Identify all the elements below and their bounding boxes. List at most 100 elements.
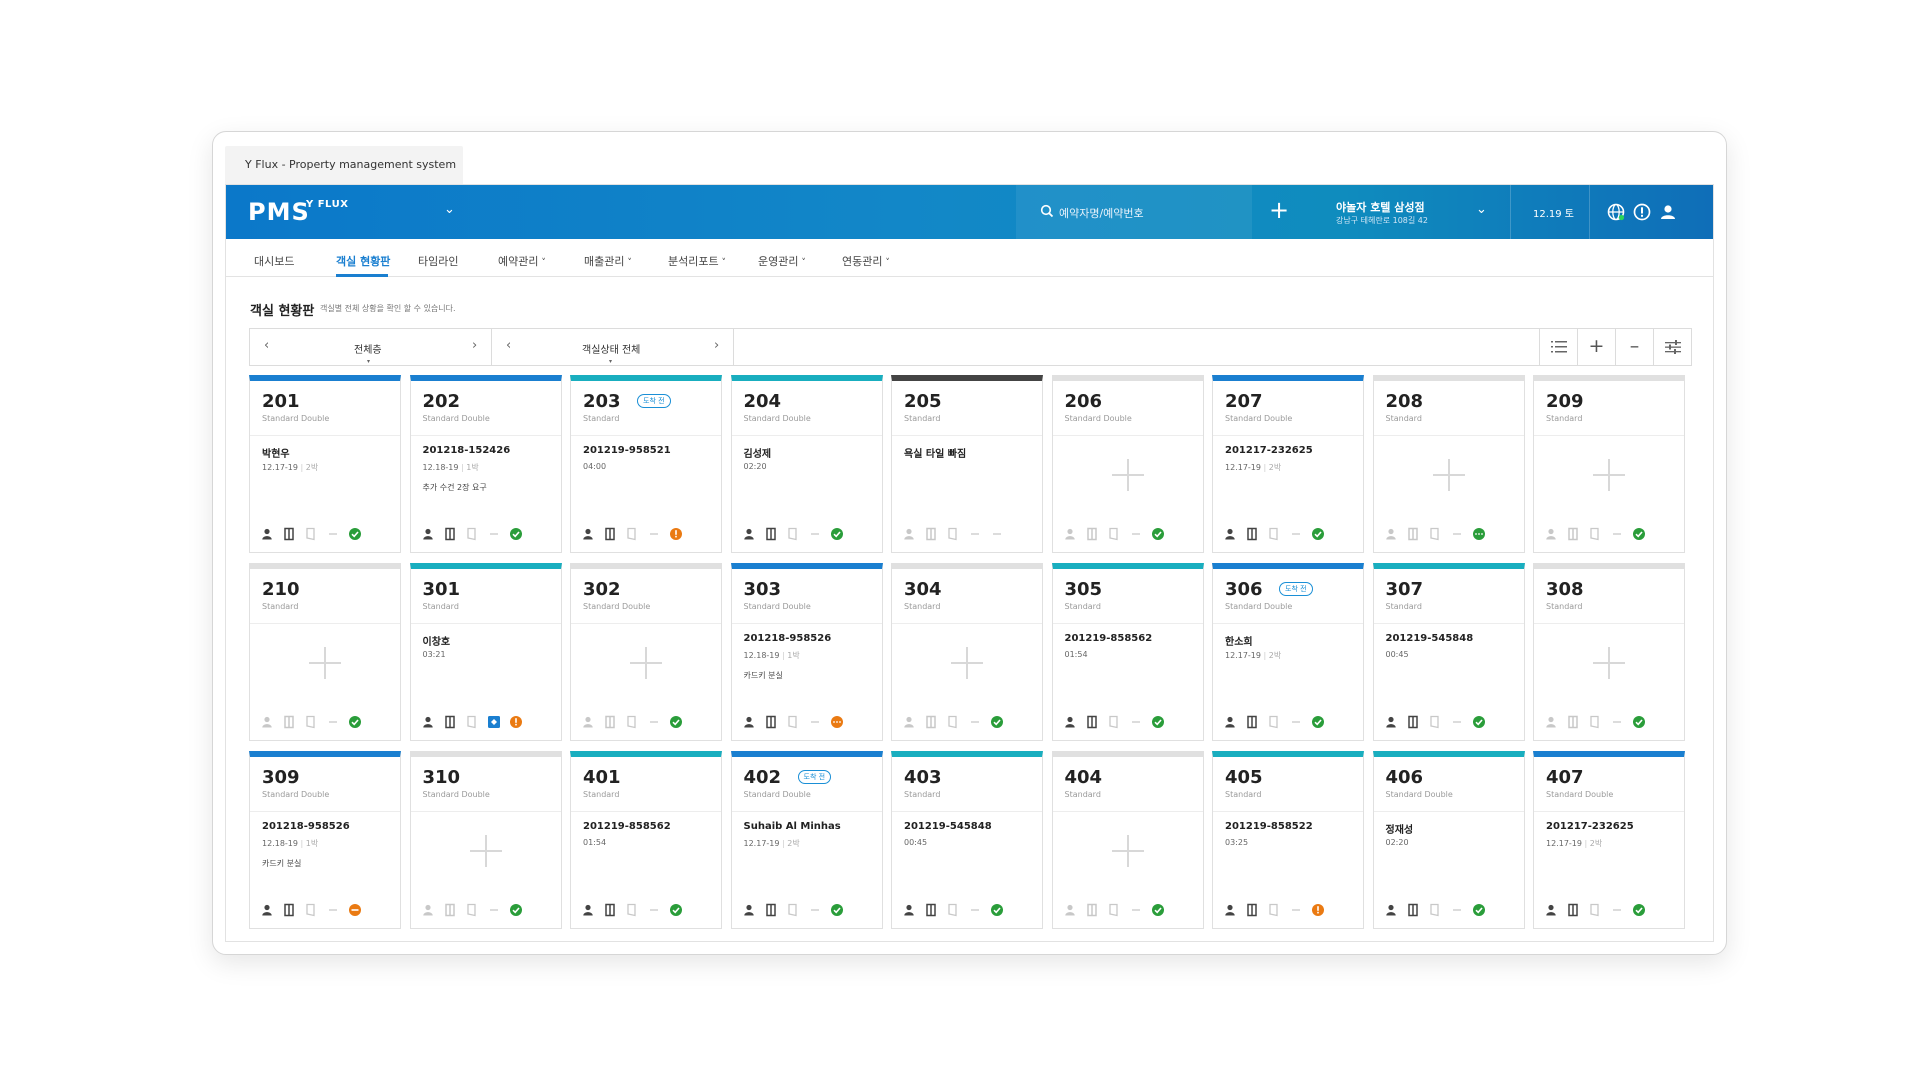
room-card-302[interactable]: 302 Standard Double	[570, 563, 722, 741]
alert-icon[interactable]	[1632, 202, 1652, 222]
door-icon[interactable]	[924, 527, 938, 541]
door-icon[interactable]	[1566, 715, 1580, 729]
dash-icon[interactable]	[808, 903, 822, 917]
dash-icon[interactable]	[487, 903, 501, 917]
door-icon[interactable]	[764, 903, 778, 917]
dash-icon[interactable]	[647, 527, 661, 541]
dash-icon[interactable]	[326, 903, 340, 917]
browser-tab[interactable]: Y Flux - Property management system	[225, 146, 463, 184]
room-card-310[interactable]: 310 Standard Double	[409, 751, 562, 929]
zoom-out-button[interactable]: –	[1615, 329, 1653, 365]
room-card-204[interactable]: 204 Standard Double 김성제 02:20	[730, 375, 883, 553]
floor-filter[interactable]: ‹ 전체층 ▾ ›	[250, 329, 492, 365]
guest-icon[interactable]	[1384, 715, 1398, 729]
status-ok-icon[interactable]	[669, 903, 683, 917]
room-card-210[interactable]: 210 Standard	[249, 563, 401, 741]
dash-icon[interactable]	[647, 903, 661, 917]
dash-icon[interactable]	[487, 527, 501, 541]
chevron-left-icon[interactable]: ‹	[506, 338, 512, 353]
door-icon[interactable]	[1085, 527, 1099, 541]
room-card-305[interactable]: 305 Standard 201219-858562 01:54	[1051, 563, 1204, 741]
door-open-icon[interactable]	[1107, 715, 1121, 729]
chevron-right-icon[interactable]: ›	[472, 338, 478, 353]
door-open-icon[interactable]	[1107, 527, 1121, 541]
door-icon[interactable]	[1566, 527, 1580, 541]
add-booking-plus-icon[interactable]	[628, 645, 664, 681]
status-ok-icon[interactable]	[1151, 903, 1165, 917]
guest-icon[interactable]	[1063, 715, 1077, 729]
nav-item-4[interactable]: 예약관리 ˅	[498, 253, 546, 269]
dash-icon[interactable]	[968, 903, 982, 917]
status-ok-icon[interactable]	[990, 715, 1004, 729]
status-warndash-icon[interactable]	[348, 903, 362, 917]
status-dots-icon[interactable]	[1472, 527, 1486, 541]
room-card-205[interactable]: 205 Standard 욕실 타일 빠짐	[891, 375, 1043, 553]
status-ok-icon[interactable]	[1632, 715, 1646, 729]
status-ok-icon[interactable]	[830, 527, 844, 541]
guest-icon[interactable]	[421, 715, 435, 729]
guest-icon[interactable]	[742, 903, 756, 917]
room-card-401[interactable]: 401 Standard 201219-858562 01:54	[570, 751, 722, 929]
room-card-208[interactable]: 208 Standard	[1372, 375, 1525, 553]
door-icon[interactable]	[1245, 715, 1259, 729]
guest-icon[interactable]	[1384, 527, 1398, 541]
hotel-name[interactable]: 야놀자 호텔 삼성점	[1336, 201, 1425, 214]
room-card-303[interactable]: 303 Standard Double 201218-958526 12.18-19 …	[730, 563, 883, 741]
door-open-icon[interactable]	[625, 527, 639, 541]
guest-icon[interactable]	[1384, 903, 1398, 917]
zoom-in-button[interactable]: +	[1577, 329, 1615, 365]
door-icon[interactable]	[764, 527, 778, 541]
add-booking-plus-icon[interactable]	[1591, 457, 1627, 493]
dash-icon[interactable]	[1610, 715, 1624, 729]
add-booking-plus-icon[interactable]	[468, 833, 504, 869]
door-open-icon[interactable]	[304, 715, 318, 729]
status-warn-icon[interactable]	[1311, 903, 1325, 917]
dash-icon[interactable]	[1450, 527, 1464, 541]
dash-icon[interactable]	[808, 715, 822, 729]
door-icon[interactable]	[443, 903, 457, 917]
door-open-icon[interactable]	[465, 527, 479, 541]
status-ok-icon[interactable]	[1632, 527, 1646, 541]
door-open-icon[interactable]	[1588, 715, 1602, 729]
room-card-403[interactable]: 403 Standard 201219-545848 00:45	[891, 751, 1043, 929]
status-warndots-icon[interactable]	[830, 715, 844, 729]
status-ok-icon[interactable]	[509, 527, 523, 541]
door-open-icon[interactable]	[946, 527, 960, 541]
status-ok-icon[interactable]	[348, 715, 362, 729]
dash-icon[interactable]	[1289, 715, 1303, 729]
chevron-left-icon[interactable]: ‹	[264, 338, 270, 353]
door-icon[interactable]	[282, 715, 296, 729]
dash-icon[interactable]	[808, 527, 822, 541]
nav-item-2[interactable]: 객실 현황판	[336, 253, 390, 269]
room-card-405[interactable]: 405 Standard 201219-858522 03:25	[1212, 751, 1364, 929]
door-open-icon[interactable]	[1107, 903, 1121, 917]
status-ok-icon[interactable]	[1151, 527, 1165, 541]
door-icon[interactable]	[1566, 903, 1580, 917]
status-ok-icon[interactable]	[348, 527, 362, 541]
door-open-icon[interactable]	[1588, 903, 1602, 917]
guest-icon[interactable]	[1223, 527, 1237, 541]
status-ok-icon[interactable]	[1311, 527, 1325, 541]
pms-logo[interactable]: PMS	[248, 198, 310, 226]
door-open-icon[interactable]	[625, 903, 639, 917]
door-icon[interactable]	[1406, 527, 1420, 541]
add-booking-plus-icon[interactable]	[1591, 645, 1627, 681]
room-card-301[interactable]: 301 Standard 이창호 03:21	[409, 563, 562, 741]
guest-icon[interactable]	[1223, 903, 1237, 917]
room-card-407[interactable]: 407 Standard Double 201217-232625 12.17-19 …	[1533, 751, 1685, 929]
status-ok-icon[interactable]	[1472, 715, 1486, 729]
guest-icon[interactable]	[260, 527, 274, 541]
chevron-right-icon[interactable]: ›	[714, 338, 720, 353]
add-booking-plus-icon[interactable]	[949, 645, 985, 681]
door-icon[interactable]	[443, 715, 457, 729]
dash-icon[interactable]	[326, 715, 340, 729]
guest-icon[interactable]	[1544, 527, 1558, 541]
door-icon[interactable]	[282, 527, 296, 541]
nav-item-1[interactable]: 대시보드	[254, 253, 294, 269]
nav-item-5[interactable]: 매출관리 ˅	[584, 253, 632, 269]
status-warn-icon[interactable]	[509, 715, 523, 729]
room-card-202[interactable]: 202 Standard Double 201218-152426 12.18-19 …	[409, 375, 562, 553]
room-card-306[interactable]: 306 도착 전 Standard Double 한소희 12.17-19 | 2박	[1212, 563, 1364, 741]
door-open-icon[interactable]	[946, 903, 960, 917]
status-ok-icon[interactable]	[990, 903, 1004, 917]
